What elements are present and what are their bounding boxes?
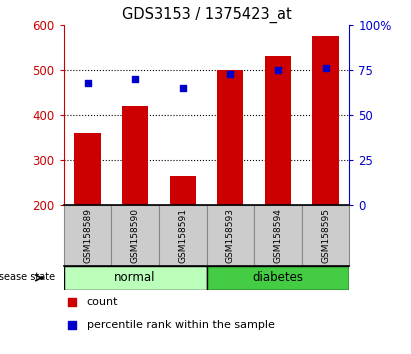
Bar	[312, 36, 339, 205]
Point	[69, 299, 76, 304]
Text: normal: normal	[114, 272, 156, 284]
Text: GSM158595: GSM158595	[321, 208, 330, 263]
Bar	[122, 106, 148, 205]
Point	[69, 322, 76, 328]
Title: GDS3153 / 1375423_at: GDS3153 / 1375423_at	[122, 7, 291, 23]
Text: disease state: disease state	[0, 272, 55, 282]
Text: diabetes: diabetes	[252, 272, 303, 284]
Text: count: count	[87, 297, 118, 307]
Text: GSM158590: GSM158590	[131, 208, 140, 263]
Point	[227, 71, 233, 76]
FancyBboxPatch shape	[159, 205, 206, 266]
FancyBboxPatch shape	[254, 205, 302, 266]
Bar	[170, 176, 196, 205]
Point	[84, 80, 91, 85]
Point	[322, 65, 329, 71]
FancyBboxPatch shape	[302, 205, 349, 266]
FancyBboxPatch shape	[64, 205, 111, 266]
Point	[180, 85, 186, 91]
Text: percentile rank within the sample: percentile rank within the sample	[87, 320, 275, 330]
FancyBboxPatch shape	[64, 266, 206, 290]
Text: GSM158594: GSM158594	[273, 208, 282, 263]
Bar	[74, 133, 101, 205]
Point	[275, 67, 281, 73]
Text: GSM158593: GSM158593	[226, 208, 235, 263]
FancyBboxPatch shape	[206, 205, 254, 266]
Bar	[265, 56, 291, 205]
Text: GSM158591: GSM158591	[178, 208, 187, 263]
FancyBboxPatch shape	[111, 205, 159, 266]
FancyBboxPatch shape	[206, 266, 349, 290]
Text: GSM158589: GSM158589	[83, 208, 92, 263]
Bar	[217, 70, 243, 205]
Point	[132, 76, 139, 82]
